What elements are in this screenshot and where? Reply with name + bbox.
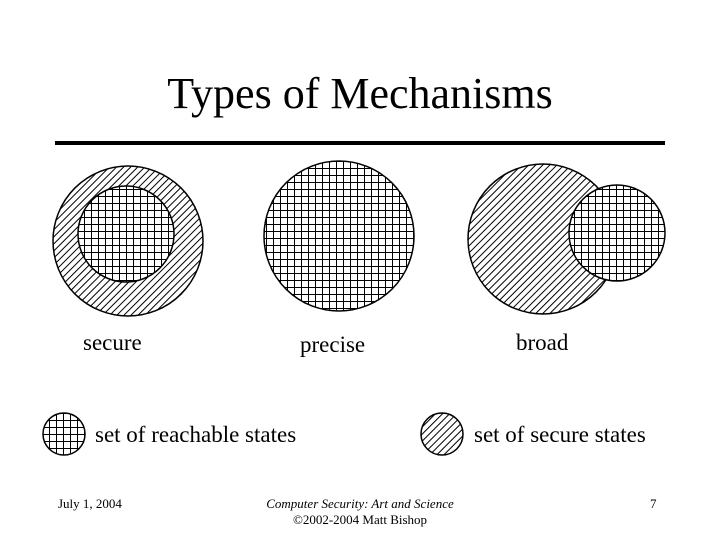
- broad-diagram: [467, 163, 666, 315]
- reachable-equals-secure-circle: [263, 160, 415, 312]
- secure-legend-swatch: [420, 412, 464, 456]
- secure-label: secure: [83, 330, 142, 355]
- title-rule: [55, 141, 665, 145]
- footer-page-number: 7: [650, 496, 657, 511]
- reachable-states-circle: [568, 184, 666, 282]
- secure-diagram: [52, 165, 204, 317]
- reachable-legend-swatch: [42, 412, 86, 456]
- slide-title: Types of Mechanisms: [167, 69, 553, 118]
- secure-legend-label: set of secure states: [474, 422, 646, 447]
- footer-copyright: ©2002-2004 Matt Bishop: [292, 512, 428, 527]
- reachable-states-circle: [77, 185, 175, 283]
- footer-course-block: Computer Security: Art and Science ©2002…: [230, 496, 490, 528]
- precise-diagram: [263, 160, 415, 312]
- footer-course: Computer Security: Art and Science: [266, 496, 454, 511]
- precise-label: precise: [300, 332, 366, 357]
- reachable-legend-label: set of reachable states: [95, 422, 297, 447]
- broad-label: broad: [516, 330, 569, 355]
- footer-date: July 1, 2004: [58, 496, 122, 511]
